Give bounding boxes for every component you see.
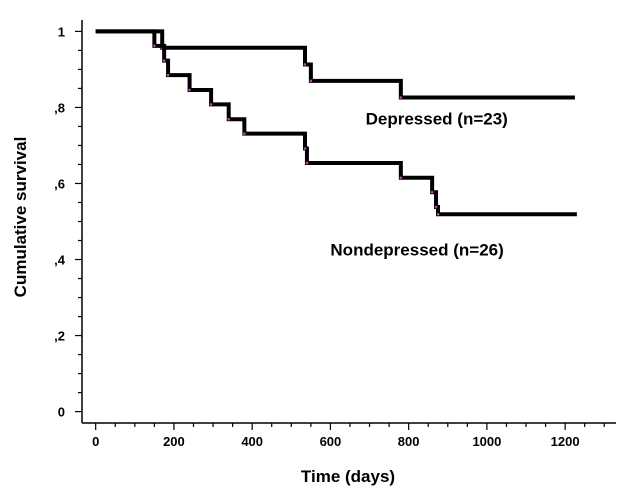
series-group (95, 29, 577, 217)
event-marker (153, 44, 156, 48)
event-marker (309, 79, 313, 83)
event-marker (209, 103, 213, 106)
x-tick-label: 800 (398, 434, 420, 449)
survival-curve-depressed (95, 29, 575, 100)
y-tick-label: 1 (58, 24, 65, 39)
series-label-depressed: Depressed (n=23) (366, 110, 508, 129)
x-tick-label: 1200 (551, 434, 580, 449)
x-tick-label: 400 (241, 434, 263, 449)
event-marker (162, 59, 166, 62)
event-marker (303, 147, 307, 150)
y-tick-label: ,4 (54, 253, 66, 268)
event-marker (243, 132, 246, 135)
event-marker (399, 176, 403, 180)
annotations: Depressed (n=23) Nondepressed (n=26) (330, 110, 507, 260)
y-tick-label: ,2 (54, 329, 65, 344)
tick-labels: 0 200 400 600 800 1000 1200 0 ,2 ,4 ,6 ,8 1 (54, 24, 579, 449)
event-marker (188, 88, 191, 92)
event-marker (166, 73, 170, 77)
x-tick-label: 600 (320, 434, 342, 449)
y-tick-label: ,6 (54, 176, 65, 191)
x-axis-title: Time (days) (301, 467, 395, 486)
event-marker (430, 190, 434, 194)
event-marker (303, 63, 307, 66)
series-label-nondepressed: Nondepressed (n=26) (330, 241, 503, 260)
tick-marks (75, 30, 605, 430)
event-marker (305, 161, 309, 165)
event-marker (399, 96, 403, 99)
survival-curve-nondepressed (95, 29, 577, 217)
x-tick-label: 0 (92, 434, 99, 449)
y-axis-title: Cumulative survival (11, 137, 30, 298)
y-tick-label: 0 (58, 405, 65, 420)
y-tick-label: ,8 (54, 100, 65, 115)
event-marker (227, 117, 231, 121)
x-tick-label: 200 (163, 434, 185, 449)
event-marker (436, 212, 440, 216)
event-marker (434, 205, 438, 209)
x-tick-label: 1000 (472, 434, 501, 449)
